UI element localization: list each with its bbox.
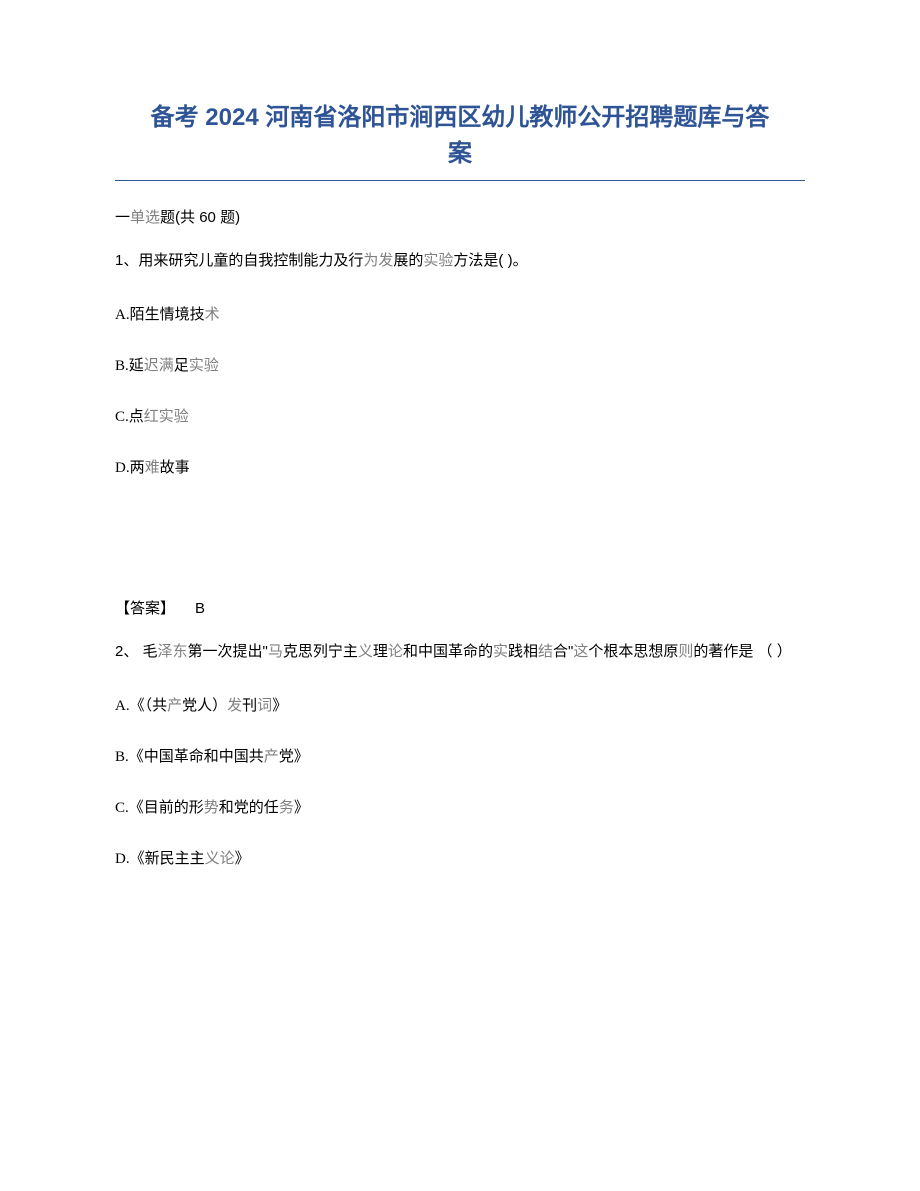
section-header: 一单选题(共 60 题) (115, 206, 805, 227)
q2-p12: 合" (553, 643, 573, 660)
q2-p13: 这 (573, 643, 588, 660)
q2-opt-a-p4: 刊 (242, 698, 257, 714)
q1-opt-b-text2: 迟满 (144, 358, 174, 374)
q2-opt-a-p3: 发 (227, 698, 242, 714)
q2-opt-d-p1: 义论 (205, 851, 235, 867)
q2-opt-a-p0: 《（共 (130, 698, 168, 714)
q1-option-a: A.陌生情境技术 (115, 303, 805, 324)
q1-opt-d-text1: 两 (130, 460, 145, 476)
q1-option-b: B.延迟满足实验 (115, 354, 805, 375)
q1-opt-a-label: A. (115, 307, 130, 323)
q2-p11: 结 (538, 643, 553, 660)
q2-opt-a-label: A. (115, 698, 130, 714)
q2-opt-d-label: D. (115, 851, 130, 867)
q2-option-d: D.《新民主主义论》 (115, 847, 805, 868)
q2-opt-a-p5: 词 (257, 698, 272, 714)
q2-p15: 则 (678, 643, 693, 660)
question-2-stem: 2、 毛泽东第一次提出"马克思列宁主义理论和中国革命的实践相结合"这个根本思想原… (115, 640, 805, 664)
q2-opt-c-p0: 《目前的形 (129, 800, 204, 816)
q2-opt-b-label: B. (115, 749, 129, 765)
q1-opt-c-text1: 点 (129, 409, 144, 425)
q1-opt-d-label: D. (115, 460, 130, 476)
q2-number: 2、 (115, 643, 138, 660)
q1-number: 1、 (115, 252, 138, 269)
q2-p9: 实 (493, 643, 508, 660)
q2-opt-b-p1: 产 (264, 749, 279, 765)
q2-opt-a-p2: 党人） (182, 698, 227, 714)
title-line2: 案 (448, 140, 472, 167)
q2-p1: 泽东 (158, 643, 188, 660)
q1-stem-part1: 用来研究儿童的自我控制能力及行 (138, 252, 363, 269)
q1-opt-b-label: B. (115, 358, 129, 374)
q2-opt-a-p6: 》 (272, 698, 287, 714)
section-count-suffix: 题) (216, 209, 240, 226)
q2-opt-d-p2: 》 (235, 851, 250, 867)
document-title: 备考 2024 河南省洛阳市涧西区幼儿教师公开招聘题库与答 案 (115, 100, 805, 172)
q2-opt-c-p4: 》 (294, 800, 309, 816)
q1-answer-label: 【答案】 (115, 600, 175, 617)
q1-opt-b-text4: 实验 (189, 358, 219, 374)
section-prefix: 一 (115, 209, 130, 226)
q1-opt-d-text2: 难 (145, 460, 160, 476)
q1-option-c: C.点红实验 (115, 405, 805, 426)
q1-opt-b-text3: 足 (174, 358, 189, 374)
q2-opt-c-label: C. (115, 800, 129, 816)
q2-opt-c-p2: 和党的任 (219, 800, 279, 816)
q2-p5: 义 (358, 643, 373, 660)
section-label2: 题 (160, 209, 175, 226)
q2-opt-a-p1: 产 (167, 698, 182, 714)
section-count: 60 (199, 209, 216, 226)
q1-opt-d-text3: 故事 (160, 460, 190, 476)
q2-opt-d-p0: 《新民主主 (130, 851, 205, 867)
q2-option-c: C.《目前的形势和党的任务》 (115, 796, 805, 817)
q2-opt-c-p1: 势 (204, 800, 219, 816)
q1-answer-value: B (195, 600, 205, 617)
q2-opt-b-p0: 《中国革命和中国共 (129, 749, 264, 765)
q2-opt-c-p3: 务 (279, 800, 294, 816)
q1-stem-part5: 方法是( )。 (453, 252, 527, 269)
q1-stem-part4: 实验 (423, 252, 453, 269)
q1-opt-c-label: C. (115, 409, 129, 425)
q1-opt-b-text1: 延 (129, 358, 144, 374)
q1-answer: 【答案】 B (115, 597, 805, 618)
q2-option-b: B.《中国革命和中国共产党》 (115, 745, 805, 766)
q2-p3: 马 (268, 643, 283, 660)
section-count-prefix: (共 (175, 209, 199, 226)
question-1-stem: 1、用来研究儿童的自我控制能力及行为发展的实验方法是( )。 (115, 249, 805, 273)
q2-p14: 个根本思想原 (588, 643, 678, 660)
q2-p7: 论 (388, 643, 403, 660)
q2-p4: 克思列宁主 (283, 643, 358, 660)
q2-p10: 践相 (508, 643, 538, 660)
q2-p2: 第一次提出" (188, 643, 268, 660)
q1-stem-part2: 为发 (363, 252, 393, 269)
title-divider (115, 180, 805, 181)
q2-p0: 毛 (138, 643, 157, 660)
q1-opt-c-text2: 红实验 (144, 409, 189, 425)
q1-opt-a-text1: 陌生情境技 (130, 307, 205, 323)
q1-opt-a-text2: 术 (205, 307, 220, 323)
q1-stem-part3: 展的 (393, 252, 423, 269)
q2-opt-b-p2: 党》 (279, 749, 309, 765)
title-line1: 备考 2024 河南省洛阳市涧西区幼儿教师公开招聘题库与答 (151, 104, 770, 131)
q2-option-a: A.《（共产党人）发刊词》 (115, 694, 805, 715)
q2-p6: 理 (373, 643, 388, 660)
q2-p16: 的著作是 （ ） (693, 643, 791, 660)
section-label1: 单选 (130, 209, 160, 226)
q2-p8: 和中国革命的 (403, 643, 493, 660)
q1-option-d: D.两难故事 (115, 456, 805, 477)
